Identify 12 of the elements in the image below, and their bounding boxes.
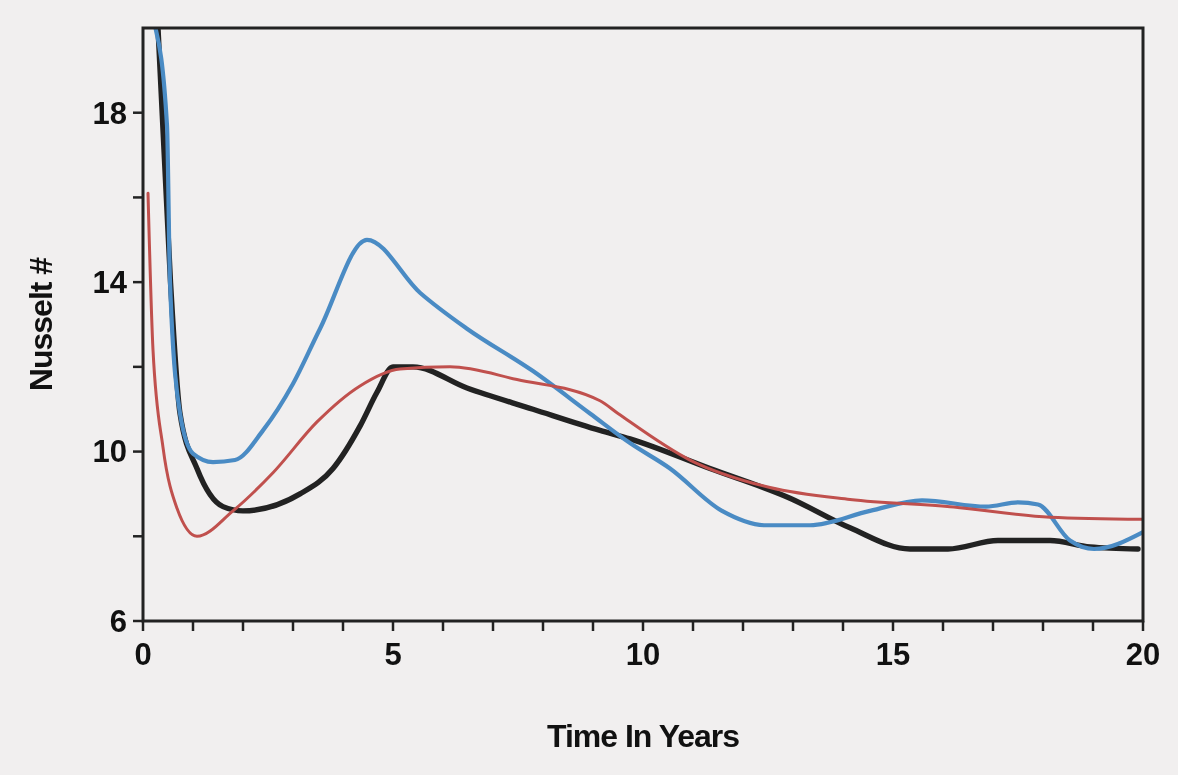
y-tick-label: 10 [92,434,127,470]
x-tick-label: 5 [384,637,402,672]
y-tick-label: 14 [92,264,128,300]
y-axis-title: Nusselt # [23,256,59,392]
x-axis-title: Time In Years [546,718,740,754]
x-tick-label: 15 [875,637,911,672]
line-series [146,191,1143,538]
y-tick-label: 6 [109,603,127,639]
x-tick-label: 20 [1125,637,1161,672]
y-tick-label: 18 [92,95,127,131]
x-tick-label: 0 [134,637,152,672]
x-tick-label: 10 [625,637,661,672]
